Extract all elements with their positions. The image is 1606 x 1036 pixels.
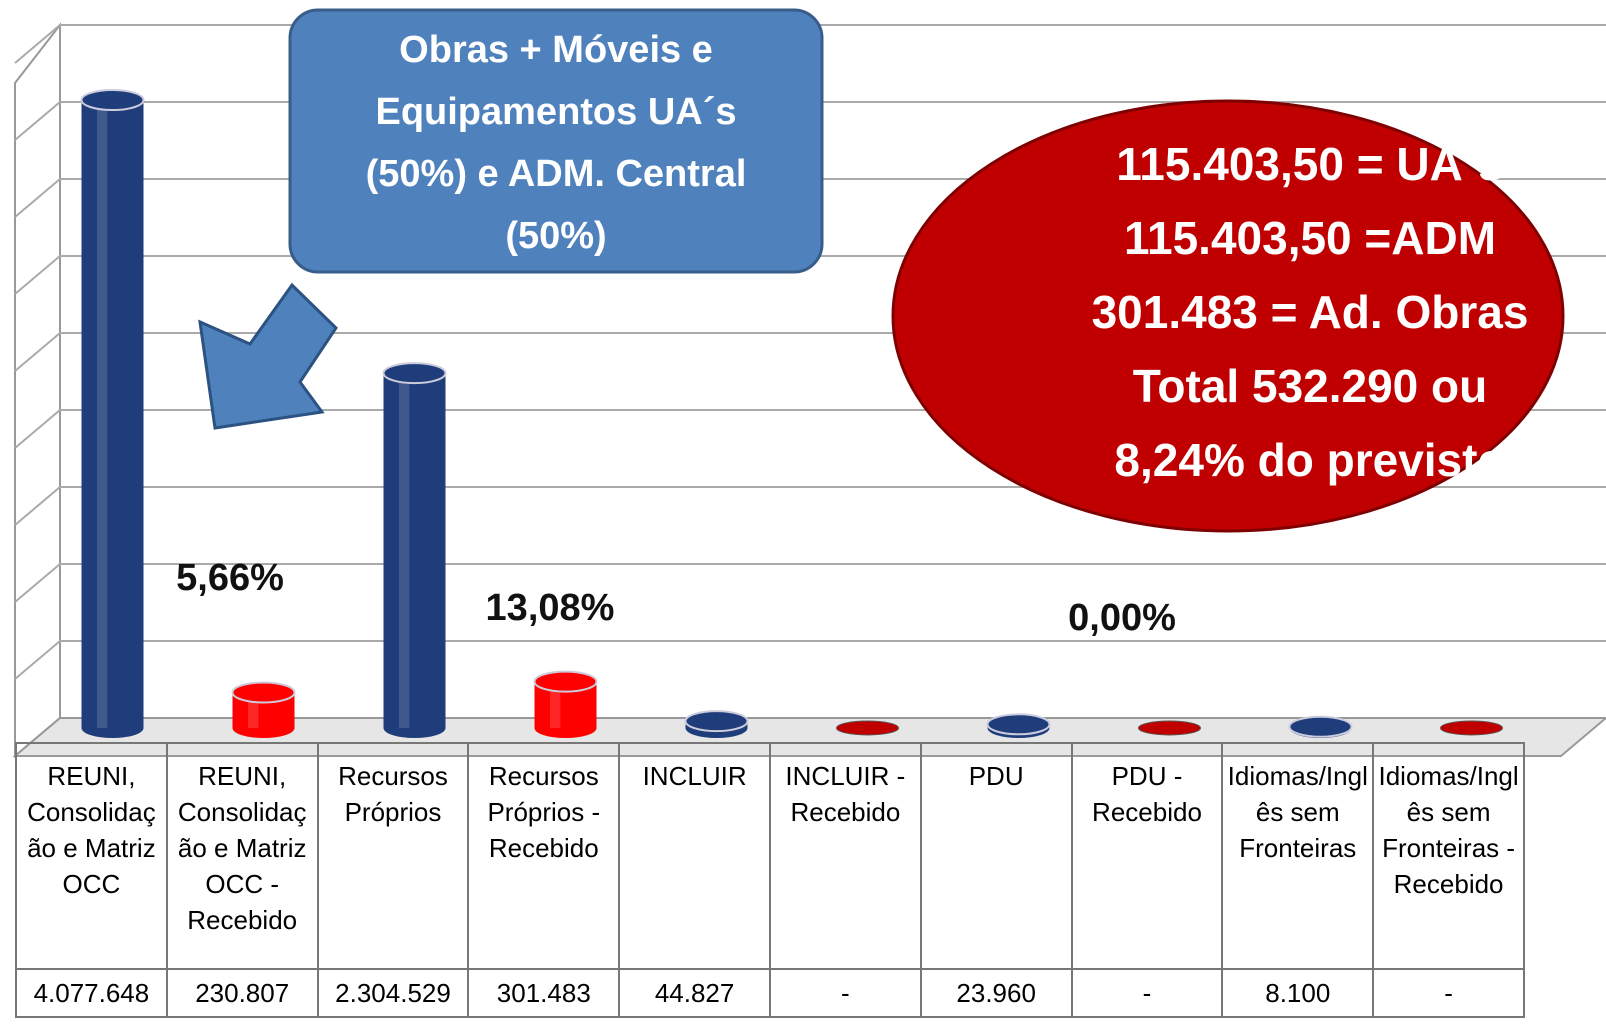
value-label: 2.304.529 bbox=[316, 968, 470, 1018]
value-label: 4.077.648 bbox=[15, 968, 168, 1018]
cylinder bbox=[533, 670, 598, 738]
callout-ellipse-text: 8,24% do previsto bbox=[1114, 434, 1505, 486]
cylinder-shine bbox=[399, 373, 410, 728]
cylinder-top bbox=[80, 89, 145, 112]
callout-ellipse-text: 115.403,50 = UA´s bbox=[1116, 138, 1503, 190]
value-label: - bbox=[1372, 968, 1525, 1018]
cylinder-body bbox=[81, 100, 144, 728]
category-label: INCLUIR bbox=[618, 742, 771, 970]
value-label: - bbox=[768, 968, 922, 1018]
callout-text: (50%) bbox=[505, 215, 606, 257]
value-label: 8.100 bbox=[1221, 968, 1375, 1018]
category-row: REUNI, Consolidação e Matriz OCC REUNI, C… bbox=[15, 742, 1525, 970]
cylinder bbox=[986, 713, 1051, 738]
cylinder-top bbox=[684, 710, 749, 733]
cylinder bbox=[231, 681, 296, 738]
category-label: REUNI, Consolidação e Matriz OCC bbox=[15, 742, 168, 970]
value-label: - bbox=[1070, 968, 1224, 1018]
cylinder-shine bbox=[97, 100, 108, 728]
value-label: 230.807 bbox=[165, 968, 319, 1018]
cylinder bbox=[684, 710, 749, 738]
category-label: Idiomas/Inglês sem Fronteiras bbox=[1221, 742, 1375, 970]
callout-arrow bbox=[198, 282, 338, 430]
callout-ellipse-text: 301.483 = Ad. Obras bbox=[1092, 286, 1529, 338]
value-label: 44.827 bbox=[618, 968, 771, 1018]
callout-box bbox=[288, 8, 824, 274]
cylinder-top bbox=[382, 362, 447, 385]
grid-line bbox=[14, 563, 1606, 603]
category-label: Recursos Próprios - Recebido bbox=[467, 742, 621, 970]
cylinder-shine bbox=[248, 692, 259, 728]
category-label: PDU - Recebido bbox=[1070, 742, 1224, 970]
data-table: REUNI, Consolidação e Matriz OCC REUNI, C… bbox=[15, 742, 1525, 1018]
percent-label: 13,08% bbox=[486, 587, 615, 629]
callout-ellipse-text: 115.403,50 =ADM bbox=[1124, 212, 1496, 264]
callout-ellipse-text: Total 532.290 ou bbox=[1133, 360, 1488, 412]
empty-disk bbox=[1440, 720, 1503, 736]
callout-text: Obras + Móveis e bbox=[399, 29, 713, 71]
percent-label: 0,00% bbox=[1068, 597, 1176, 639]
percent-label: 5,66% bbox=[176, 557, 284, 599]
callout-ellipse bbox=[891, 99, 1565, 533]
callout-text: (50%) e ADM. Central bbox=[366, 153, 747, 195]
empty-disk bbox=[836, 720, 899, 736]
cylinder-top bbox=[986, 713, 1051, 736]
grid-line bbox=[14, 24, 1606, 64]
cylinder-top bbox=[231, 681, 296, 704]
category-label: Recursos Próprios bbox=[316, 742, 470, 970]
cylinder-top bbox=[533, 670, 598, 693]
grid-line bbox=[14, 101, 1606, 141]
value-row: 4.077.648 230.807 2.304.529 301.483 44.827-2… bbox=[15, 968, 1525, 1018]
category-label: REUNI, Consolidação e Matriz OCC - Receb… bbox=[165, 742, 319, 970]
callout-text: Equipamentos UA´s bbox=[375, 91, 736, 133]
empty-disk bbox=[1138, 720, 1201, 736]
category-label: Idiomas/Inglês sem Fronteiras - Recebido bbox=[1372, 742, 1525, 970]
value-label: 23.960 bbox=[919, 968, 1073, 1018]
cylinder-top bbox=[1288, 715, 1353, 738]
category-label: INCLUIR - Recebido bbox=[768, 742, 922, 970]
category-label: PDU bbox=[919, 742, 1073, 970]
cylinder-body bbox=[383, 373, 446, 728]
cylinder bbox=[80, 89, 145, 738]
cylinder bbox=[382, 362, 447, 738]
grid-line bbox=[14, 640, 1606, 680]
cylinder bbox=[1288, 715, 1353, 738]
value-label: 301.483 bbox=[467, 968, 621, 1018]
cylinder-shine bbox=[550, 681, 561, 728]
